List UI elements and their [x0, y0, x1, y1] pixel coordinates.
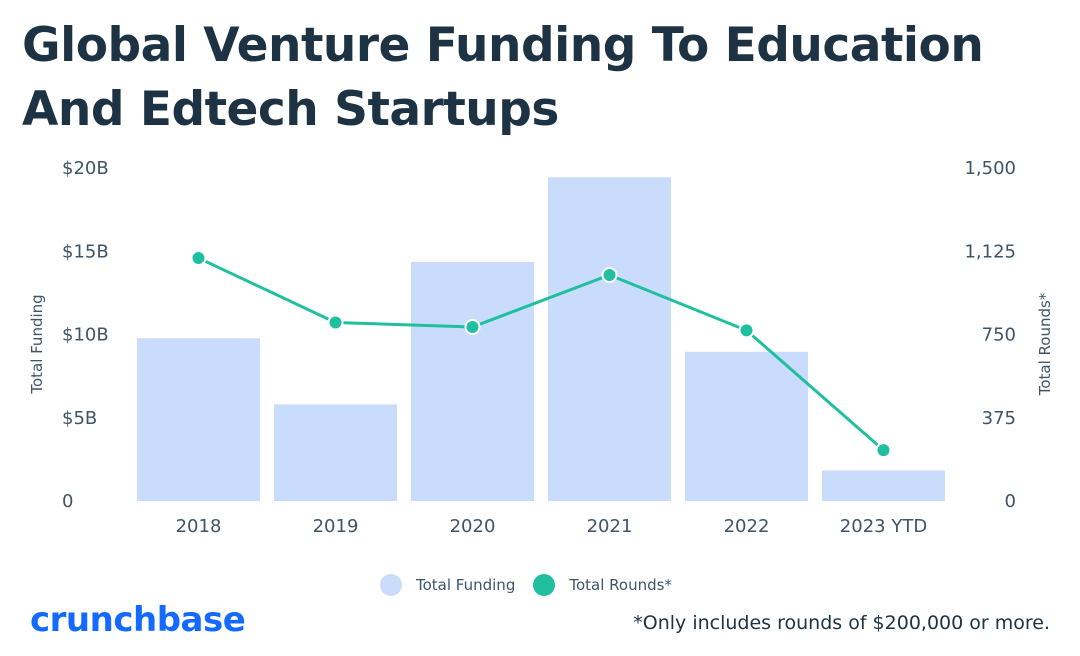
rounds-points: [190, 250, 892, 459]
x-axis-ticks: 2018 2019 2020 2021 2022 2023 YTD: [176, 516, 928, 537]
legend-swatch-funding: [380, 574, 402, 596]
y-right-tick-label: 1,500: [964, 158, 1016, 179]
x-tick-label: 2019: [313, 516, 359, 537]
bar-2022: [685, 351, 808, 501]
y-left-axis-title: Total Funding: [28, 294, 46, 394]
rounds-point-2019: [327, 314, 344, 331]
right-axis-ticks: 0 375 750 1,125 1,500: [964, 158, 1016, 512]
legend-item-rounds: Total Rounds*: [533, 574, 672, 596]
legend-label-rounds: Total Rounds*: [569, 576, 672, 594]
y-right-tick-label: 0: [1005, 491, 1016, 512]
bars-group: [137, 177, 945, 501]
x-tick-label: 2020: [450, 516, 496, 537]
legend-swatch-rounds: [533, 574, 556, 596]
rounds-point-2020: [464, 318, 481, 335]
rounds-point-2022: [738, 322, 755, 339]
legend-item-funding: Total Funding: [380, 574, 515, 596]
bar-2023-ytd: [822, 470, 945, 501]
y-right-tick-label: 750: [982, 325, 1016, 346]
x-tick-label: 2022: [724, 516, 770, 537]
chart-title: Global Venture Funding To Education And …: [22, 18, 984, 137]
y-left-tick-label: $20B: [62, 158, 109, 179]
y-left-tick-label: $5B: [62, 408, 97, 429]
rounds-point-2018: [190, 250, 207, 267]
y-right-axis-title: Total Rounds*: [1036, 292, 1054, 396]
y-right-tick-label: 375: [982, 408, 1016, 429]
left-axis-ticks: 0 $5B $10B $15B $20B: [62, 158, 109, 512]
legend-label-funding: Total Funding: [416, 576, 516, 594]
y-right-tick-label: 1,125: [964, 241, 1016, 262]
y-left-tick-label: 0: [62, 491, 73, 512]
y-left-tick-label: $10B: [62, 325, 109, 346]
legend: Total Funding Total Rounds*: [380, 574, 690, 596]
bar-2019: [274, 404, 397, 501]
bar-2018: [137, 338, 260, 501]
bar-2021: [548, 177, 671, 501]
rounds-point-2023-ytd: [875, 442, 892, 459]
bar-2020: [411, 262, 534, 501]
rounds-point-2021: [601, 267, 618, 283]
rounds-line: [197, 256, 885, 452]
x-tick-label: 2023 YTD: [840, 516, 927, 537]
footnote: *Only includes rounds of $200,000 or mor…: [633, 612, 1050, 634]
crunchbase-logo: crunchbase: [30, 600, 246, 640]
y-left-tick-label: $15B: [62, 241, 109, 262]
x-tick-label: 2021: [587, 516, 633, 537]
x-tick-label: 2018: [176, 516, 222, 537]
